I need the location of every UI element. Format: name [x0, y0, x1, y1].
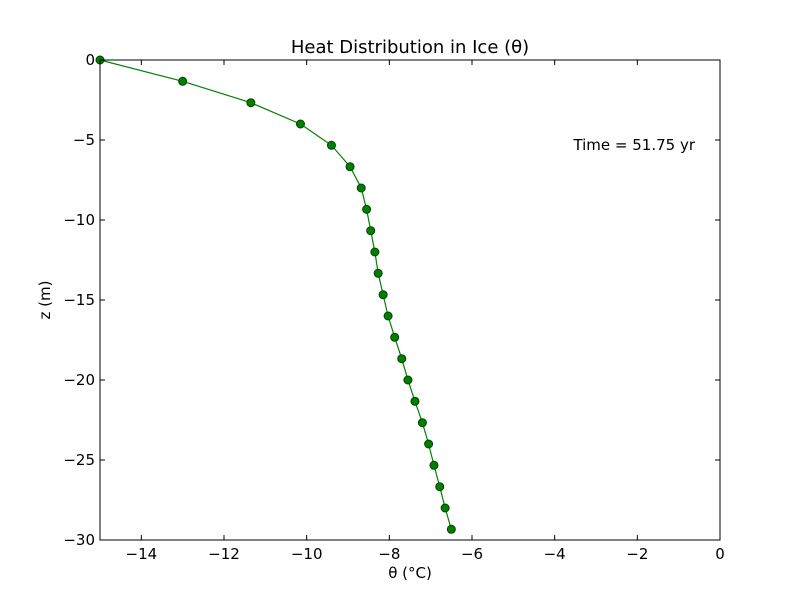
chart-title: Heat Distribution in Ice (θ): [291, 37, 529, 58]
data-point: [397, 354, 407, 364]
data-point: [435, 482, 445, 492]
x-tick-label: −10: [291, 545, 323, 563]
x-tick-label: −6: [461, 545, 483, 563]
plot-frame: [99, 59, 721, 541]
x-tick-label: −14: [126, 545, 158, 563]
y-tick-label: −30: [63, 531, 95, 549]
data-point: [390, 332, 400, 342]
data-point: [366, 226, 376, 236]
data-point: [424, 439, 434, 449]
data-point: [403, 375, 413, 385]
data-point: [246, 98, 256, 108]
series-layer: [95, 55, 456, 534]
tick-labels: −14 −12 −10 −8 −6 −4 −2 00−5−10−15−20−25−30: [63, 51, 724, 563]
data-point: [440, 503, 450, 513]
data-point: [417, 418, 427, 428]
data-point: [295, 119, 305, 129]
y-tick-label: −10: [63, 211, 95, 229]
data-point: [345, 162, 355, 172]
x-tick-label: −4: [544, 545, 566, 563]
data-point: [178, 76, 188, 86]
data-point: [373, 268, 383, 278]
y-tick-label: −5: [73, 131, 95, 149]
data-point: [362, 204, 372, 214]
x-tick-label: 0: [715, 545, 725, 563]
y-tick-label: 0: [85, 51, 95, 69]
data-point: [410, 396, 420, 406]
data-point: [326, 140, 336, 150]
x-tick-label: −8: [378, 545, 400, 563]
data-point: [378, 290, 388, 300]
y-tick-label: −20: [63, 371, 95, 389]
data-point: [383, 311, 393, 321]
y-axis-label: z (m): [36, 281, 54, 320]
y-tick-label: −25: [63, 451, 95, 469]
data-point: [446, 524, 456, 534]
y-tick-label: −15: [63, 291, 95, 309]
x-tick-label: −2: [626, 545, 648, 563]
x-axis-label: θ (°C): [388, 564, 432, 582]
data-point: [429, 460, 439, 470]
x-tick-label: −12: [208, 545, 240, 563]
data-point: [356, 183, 366, 193]
time-annotation: Time = 51.75 yr: [572, 136, 695, 154]
plot-area: [100, 60, 720, 540]
data-point: [370, 247, 380, 257]
